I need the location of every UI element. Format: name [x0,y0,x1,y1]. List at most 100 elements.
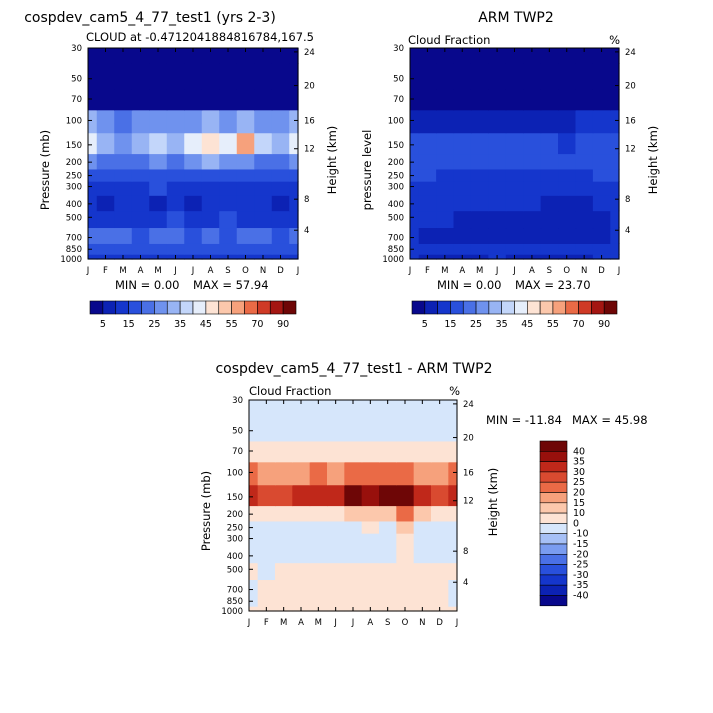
heatmap-cell [361,595,380,607]
heatmap-cell [431,547,449,564]
y-tick-label: 850 [66,245,82,255]
heatmap-cell [236,210,255,229]
heatmap-cell [88,48,98,64]
heatmap-cell [114,63,133,90]
heatmap-cell [470,153,489,170]
heatmap-cell [201,227,220,244]
heatmap-cell [592,210,611,229]
heatmap-cell [271,195,290,212]
heatmap-cell [523,88,542,111]
heatmap-cell [448,595,458,607]
heatmap-cell [201,109,220,134]
y-right-tick-label: 8 [304,195,309,205]
x-tick-label: F [103,266,108,276]
colorbar-label: -40 [573,591,589,602]
heatmap-cell [131,168,150,182]
y-tick-label: 70 [393,95,404,105]
heatmap-cell [448,547,458,564]
heatmap-cell [309,595,328,607]
heatmap-cell [431,440,449,463]
heatmap-cell [575,48,594,64]
heatmap-cell [540,109,559,134]
heatmap-cell [149,210,168,229]
heatmap-cell [523,181,542,196]
heatmap-cell [410,195,420,212]
heatmap-cell [410,109,420,134]
heatmap-cell [488,63,507,90]
x-tick-label: J [512,266,516,276]
heatmap-cell [575,153,594,170]
heatmap-cell [610,243,620,255]
heatmap-cell [396,579,415,596]
x-tick-label: J [191,266,195,276]
y-right-tick-label: 8 [625,195,630,205]
heatmap-cell [131,132,150,155]
heatmap-cell [379,562,397,581]
heatmap-cell [249,484,259,507]
x-tick-label: M [119,266,126,276]
heatmap-cell [413,440,432,463]
heatmap-cell [166,132,185,155]
heatmap-cell [271,132,290,155]
heatmap-cell [610,109,620,134]
heatmap-cell [610,181,620,196]
heatmap-cell [309,400,328,416]
heatmap-cell [431,505,449,522]
heatmap-cell [396,400,415,416]
heatmap-cell [289,63,299,90]
heatmap-cell [540,48,559,64]
heatmap-cell [592,243,611,255]
x-tick-label: N [581,266,587,276]
heatmap-cell [254,48,273,64]
heatmap-cell [453,153,472,170]
heatmap-cell [361,547,380,564]
x-tick-label: J [247,618,251,628]
heatmap-cell [470,243,489,255]
colorbar-label: 5 [100,319,106,330]
heatmap-cell [470,48,489,64]
colorbar-swatch [539,481,568,493]
heatmap-cell [219,195,238,212]
y-right-tick-label: 4 [625,226,630,236]
panel-1-ylabel-right: Height (km) [325,126,339,195]
heatmap-cell [309,415,328,442]
heatmap-cell [309,484,328,507]
heatmap-cell [505,243,524,255]
colorbar-label: 0 [573,518,579,529]
heatmap-cell [219,48,238,64]
y-tick-label: 300 [388,183,404,193]
heatmap-cell [505,210,524,229]
heatmap-cell [184,88,203,111]
heatmap-cell [431,461,449,486]
y-right-tick-label: 16 [625,116,636,126]
panel-3-max: MAX = 45.98 [572,413,648,427]
heatmap-cell [271,48,290,64]
heatmap-cell [275,579,293,596]
heatmap-cell [309,562,328,581]
heatmap-cell [257,533,276,548]
colorbar-label: -30 [573,570,589,581]
heatmap-cell [309,505,328,522]
heatmap-cell [448,562,458,581]
heatmap-cell [488,210,507,229]
heatmap-cell [219,109,238,134]
heatmap-cell [327,595,345,607]
heatmap-cell [292,520,311,534]
heatmap-cell [361,533,380,548]
heatmap-cell [114,195,133,212]
heatmap-cell [184,243,203,255]
heatmap-cell [379,595,397,607]
heatmap-cell [149,109,168,134]
heatmap-cell [114,109,133,134]
heatmap-cell [448,520,458,534]
heatmap-cell [201,195,220,212]
heatmap-cell [436,48,455,64]
heatmap-cell [413,562,432,581]
heatmap-cell [379,400,397,416]
heatmap-cell [327,547,345,564]
x-tick-label: J [455,618,459,628]
heatmap-cell [453,227,472,244]
x-tick-label: O [402,618,409,628]
heatmap-cell [88,254,98,260]
heatmap-cell [379,505,397,522]
